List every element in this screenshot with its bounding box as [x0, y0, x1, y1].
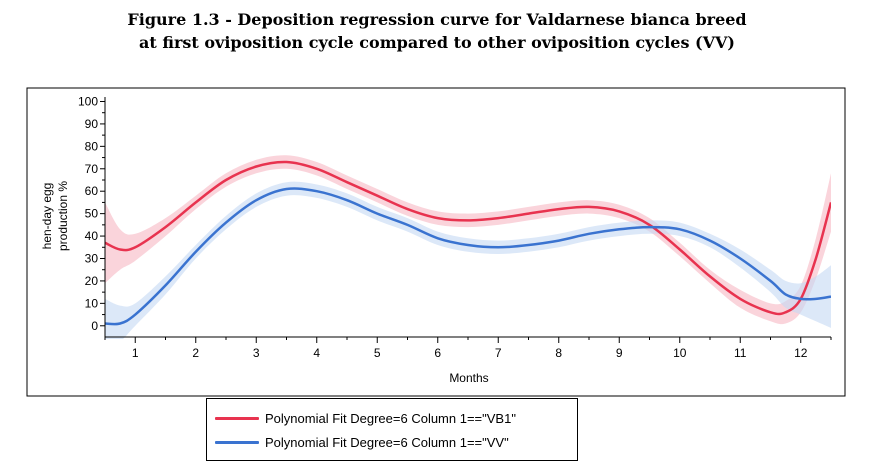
legend: Polynomial Fit Degree=6 Column 1=="VB1" …: [206, 398, 578, 461]
figure-caption: Figure 1.3 - Deposition regression curve…: [0, 8, 874, 54]
x-tick-label: 9: [616, 346, 623, 360]
y-tick-label: 20: [85, 274, 99, 288]
y-axis-title-line-2: production %: [56, 181, 70, 251]
y-tick-label: 60: [85, 184, 99, 198]
confidence-band-vv: [105, 181, 831, 339]
legend-label-vb1: Polynomial Fit Degree=6 Column 1=="VB1": [265, 410, 516, 426]
caption-line-2: at first oviposition cycle compared to o…: [139, 33, 735, 52]
y-tick-label: 80: [85, 139, 99, 153]
x-tick-label: 4: [313, 346, 320, 360]
legend-swatch-vv: [215, 440, 259, 444]
x-tick-label: 3: [253, 346, 260, 360]
y-axis-title-line-1: hen-day egg: [40, 183, 54, 250]
y-tick-label: 30: [85, 251, 99, 265]
x-tick-label: 11: [734, 346, 747, 360]
x-tick-label: 7: [495, 346, 502, 360]
y-tick-label: 10: [85, 296, 99, 310]
y-tick-label: 70: [85, 162, 99, 176]
x-tick-label: 6: [434, 346, 441, 360]
y-tick-label: 40: [85, 229, 99, 243]
series-lines: [105, 160, 831, 326]
y-tick-label: 0: [91, 319, 98, 333]
series-line-vb1: [105, 160, 831, 316]
legend-swatch-vb1: [215, 416, 259, 420]
x-tick-label: 8: [555, 346, 562, 360]
y-tick-label: 100: [78, 94, 98, 108]
x-axis-title: Months: [449, 371, 488, 385]
legend-item-vb1: Polynomial Fit Degree=6 Column 1=="VB1": [215, 408, 516, 428]
caption-line-1: Figure 1.3 - Deposition regression curve…: [127, 10, 747, 29]
y-tick-label: 50: [85, 207, 99, 221]
x-tick-label: 1: [132, 346, 139, 360]
x-tick-label: 10: [673, 346, 687, 360]
x-tick-label: 2: [192, 346, 199, 360]
x-tick-label: 5: [374, 346, 381, 360]
legend-item-vv: Polynomial Fit Degree=6 Column 1=="VV": [215, 432, 509, 452]
series-line-vv: [105, 187, 831, 326]
y-tick-label: 90: [85, 117, 99, 131]
legend-label-vv: Polynomial Fit Degree=6 Column 1=="VV": [265, 434, 509, 450]
x-tick-label: 12: [794, 346, 808, 360]
